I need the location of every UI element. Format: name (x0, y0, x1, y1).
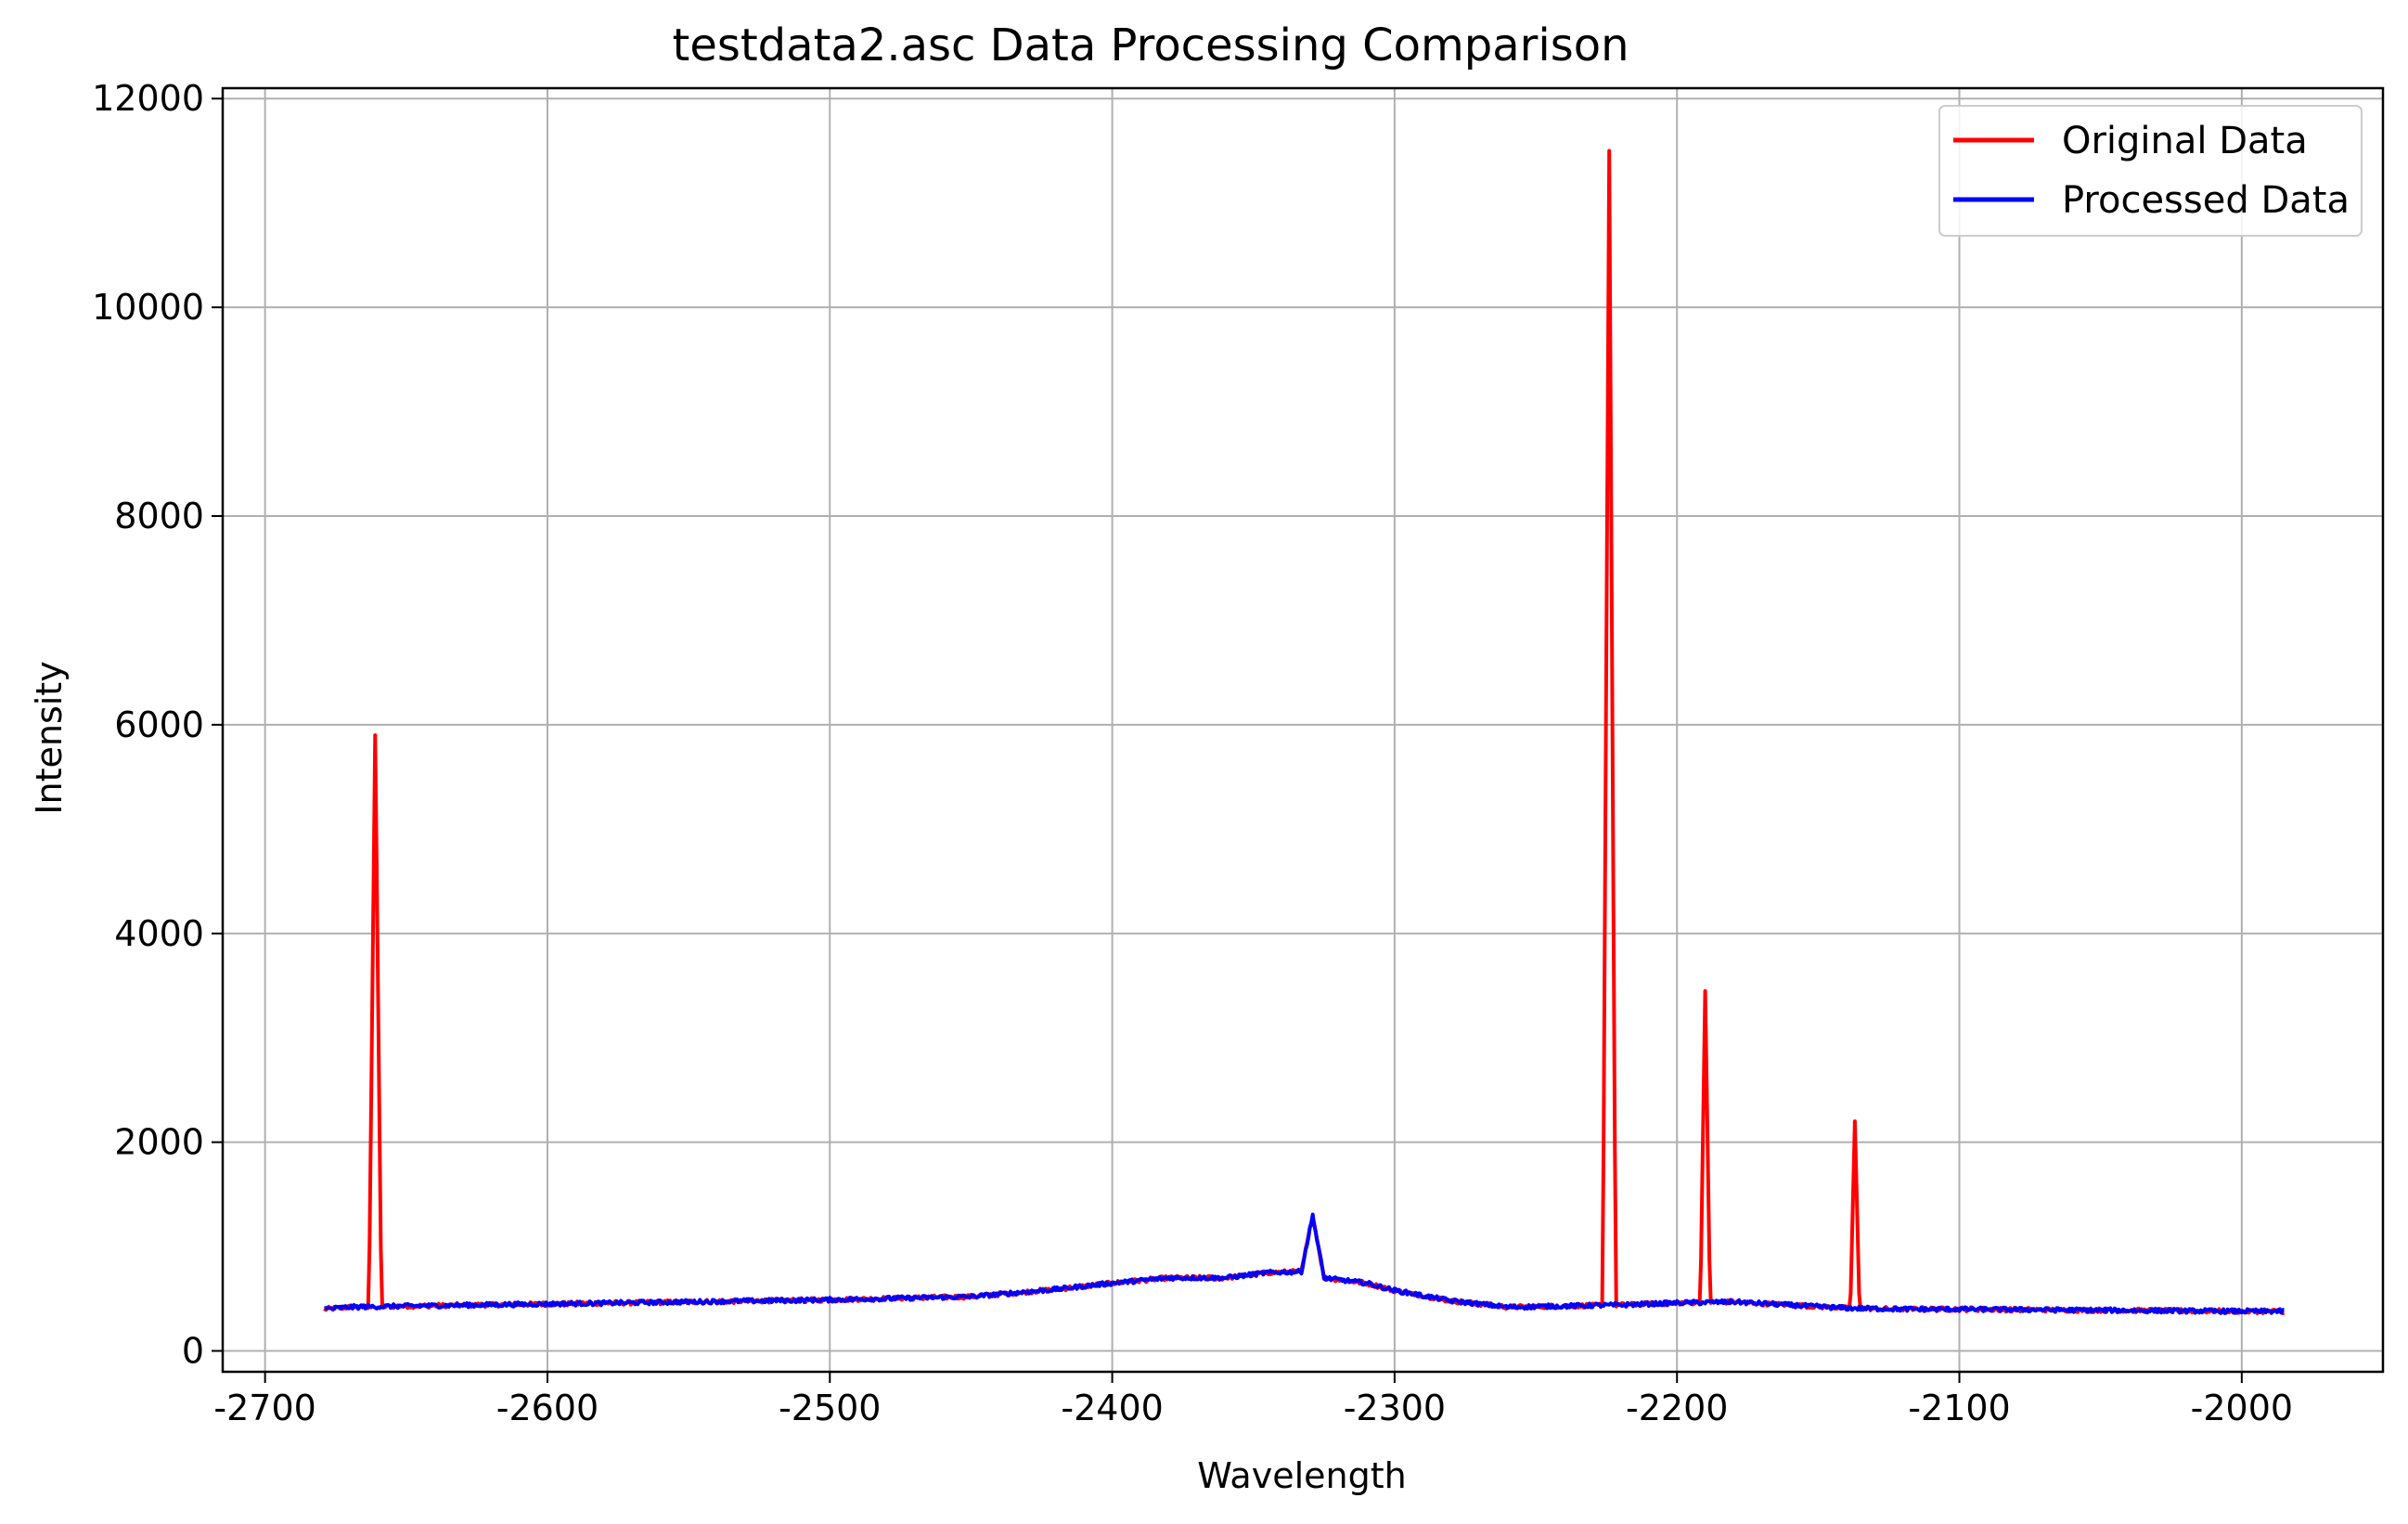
y-tick-label: 4000 (114, 913, 204, 954)
x-tick-label: -2700 (213, 1388, 315, 1428)
x-tick-label: -2300 (1344, 1388, 1446, 1428)
y-tick-label: 12000 (92, 78, 204, 119)
legend-label-original: Original Data (2062, 120, 2308, 162)
y-tick-label: 0 (182, 1331, 204, 1372)
legend: Original Data Processed Data (1938, 105, 2363, 237)
x-tick-label: -2600 (496, 1388, 599, 1428)
y-tick-label: 2000 (114, 1122, 204, 1163)
plot-series (323, 149, 2286, 1315)
x-tick-label: -2100 (1908, 1388, 2010, 1428)
x-tick-label: -2000 (2191, 1388, 2293, 1428)
chart-title: testdata2.asc Data Processing Comparison (673, 19, 1629, 71)
ticks: -2700 -2600 -2500 -2400 -2300 -2200 -2100 -2000… (92, 78, 2293, 1428)
axes-frame (221, 86, 2385, 1374)
series-line-original (323, 149, 2286, 1315)
x-tick-label: -2500 (779, 1388, 881, 1428)
x-tick-label: -2400 (1061, 1388, 1163, 1428)
x-tick-label: -2200 (1626, 1388, 1728, 1428)
x-axis-label: Wavelength (1197, 1455, 1406, 1496)
legend-label-processed: Processed Data (2062, 179, 2350, 222)
y-axis-label: Intensity (29, 661, 70, 814)
y-tick-label: 6000 (114, 704, 204, 745)
y-tick-label: 8000 (114, 496, 204, 536)
y-tick-label: 10000 (92, 287, 204, 328)
grid (223, 88, 2383, 1372)
series-line-processed (324, 1212, 2285, 1315)
legend-box (1938, 105, 2363, 237)
